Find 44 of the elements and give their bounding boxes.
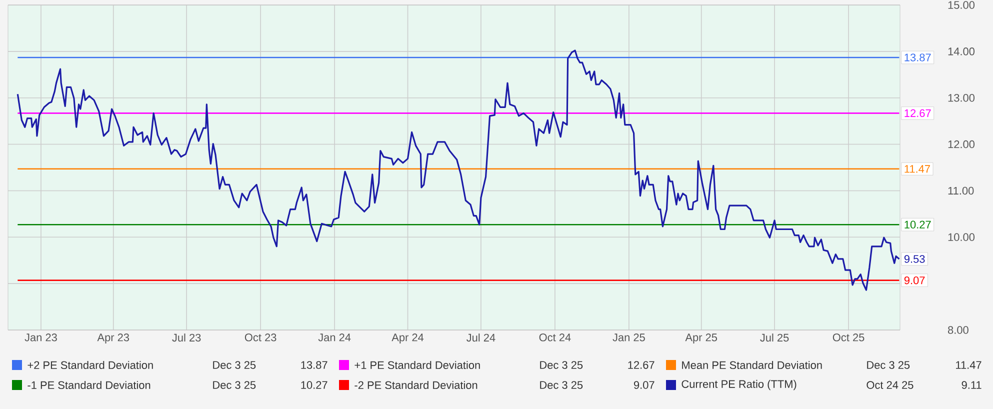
text: 13.87	[301, 361, 328, 369]
text: Dec 3 25	[540, 381, 583, 389]
text: Dec 3 25	[213, 361, 256, 369]
data-label: 12.67	[904, 109, 931, 118]
legend-label: +2 PE Standard Deviation	[28, 360, 153, 370]
x-tick-label: Jan 25	[612, 334, 645, 342]
x-tick-label: Jul 23	[172, 334, 201, 342]
x-tick-label: Jan 24	[318, 334, 351, 342]
y-tick-label: 12.00	[948, 140, 975, 148]
x-tick-label: Jan 23	[24, 334, 57, 342]
x-tick-label: Oct 25	[832, 334, 864, 342]
legend-label: +1 PE Standard Deviation	[354, 360, 480, 370]
annotation: 9.53	[904, 255, 925, 263]
data-label: 11.47	[904, 165, 930, 173]
x-tick-label: Jul 24	[466, 334, 496, 342]
text: Dec 3 25	[213, 381, 256, 389]
data-label: 9.07	[904, 276, 925, 284]
text: 11.47	[956, 361, 982, 369]
data-label: 10.27	[904, 220, 931, 228]
y-tick-label: 10.00	[948, 233, 975, 242]
text: 12.67	[628, 361, 654, 369]
x-tick-label: Oct 23	[244, 334, 276, 342]
legend-label: -2 PE Standard Deviation	[354, 380, 478, 390]
y-tick-label: 15.00	[948, 1, 975, 9]
y-tick-label: 13.00	[948, 94, 975, 102]
x-tick-label: Oct 24	[539, 334, 571, 342]
y-tick-label: 8.00	[948, 326, 968, 334]
y-tick-label: 11.00	[948, 186, 974, 195]
text: 10.27	[301, 381, 328, 389]
legend-label: -1 PE Standard Deviation	[28, 380, 150, 390]
x-tick-label: Apr 24	[392, 334, 424, 344]
legend-label: Mean PE Standard Deviation	[682, 360, 822, 370]
x-tick-label: Apr 25	[685, 334, 718, 344]
legend-label: Current PE Ratio (TTM)	[682, 380, 796, 390]
x-tick-label: Jul 25	[760, 334, 789, 342]
y-tick-label: 14.00	[948, 48, 975, 56]
text: 9.11	[962, 381, 982, 389]
text: Dec 3 25	[867, 361, 910, 369]
text: Oct 24 25	[866, 381, 914, 389]
text: 9.07	[634, 381, 654, 389]
data-label: 13.87	[904, 54, 931, 62]
x-tick-label: Apr 23	[97, 334, 130, 344]
line-series	[16, 50, 900, 291]
text: Dec 3 25	[540, 361, 583, 369]
